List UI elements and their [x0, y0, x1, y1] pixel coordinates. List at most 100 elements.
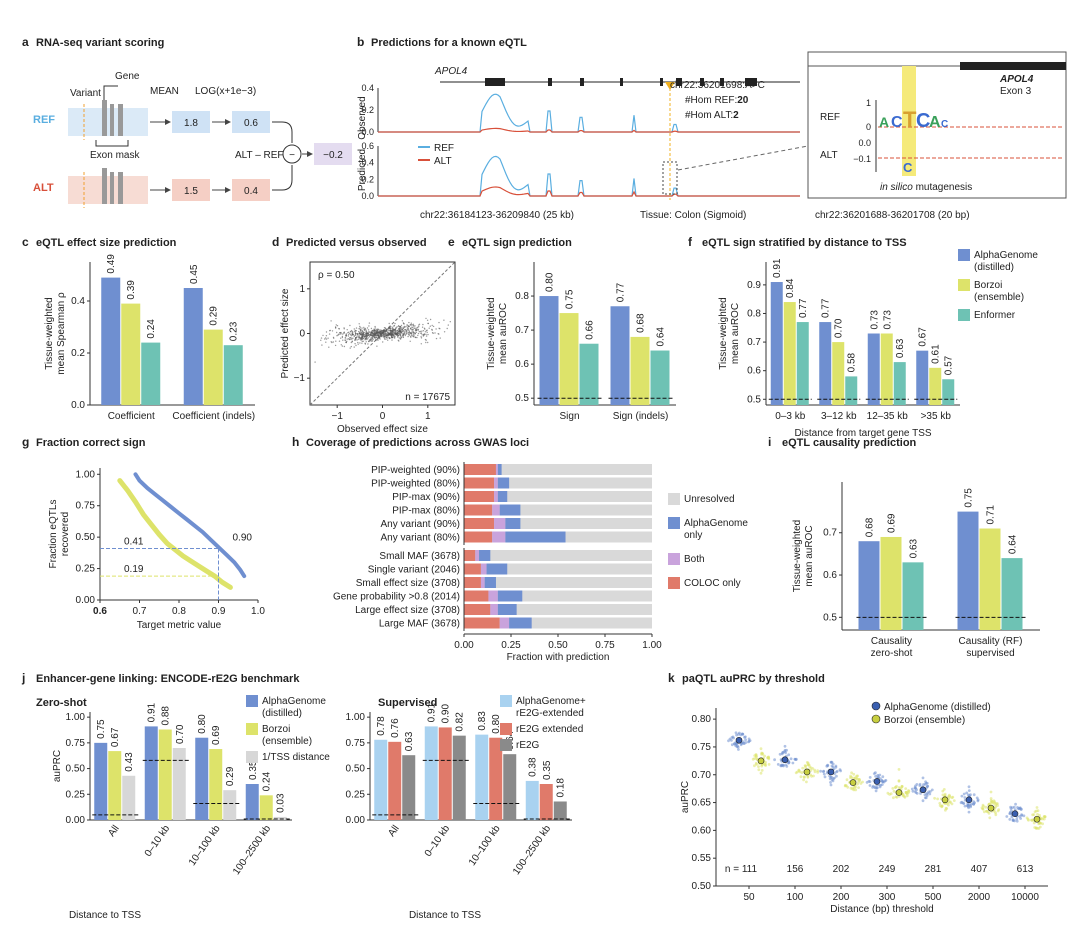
- panel-d-point: [387, 328, 389, 330]
- pj-cat-3: 100–2500 kb: [231, 823, 273, 877]
- panel-k-swarm-2-1: [855, 774, 859, 778]
- panel-d-point: [354, 334, 357, 336]
- panel-k-swarm-2-0: [830, 778, 834, 782]
- panel-d-point: [386, 332, 389, 334]
- panel-d-point: [416, 327, 418, 329]
- panel-h-bar-both-0-3: [492, 504, 500, 516]
- panel-d-point: [368, 340, 370, 343]
- panel-k-swarm-2-1: [857, 786, 860, 789]
- panel-h-bar-both-1-5: [499, 617, 510, 629]
- panel-d-point: [354, 332, 357, 335]
- panel-d-point: [406, 329, 408, 331]
- panel-d-point: [426, 331, 428, 334]
- panel-k-swarm-4-1: [947, 803, 950, 807]
- panel-d-point: [368, 336, 371, 338]
- panel-j-zs-swatch-0: [246, 695, 258, 707]
- panel-k-n-3: 249: [879, 864, 896, 875]
- panel-k-swarm-6-0: [1011, 806, 1014, 809]
- gene-exon-7: [720, 78, 724, 86]
- panel-k-swarm-3-0: [884, 779, 888, 782]
- panel-k-swarm-6-0: [1010, 809, 1013, 813]
- panel-d-point: [336, 335, 338, 337]
- pj-bar-0-0: [374, 739, 388, 820]
- panel-d-point: [417, 328, 419, 331]
- panel-k-swarm-0-0: [741, 732, 745, 736]
- panel-k-swarm-1-1: [813, 768, 816, 772]
- panel-d-point: [410, 336, 412, 338]
- panel-k-swarm-2-1: [856, 782, 859, 786]
- panel-f-title: eQTL sign stratified by distance to TSS: [702, 237, 907, 249]
- panel-k-swarm-1-0: [773, 758, 776, 762]
- pj-bar-label-3-0: 0.38: [528, 757, 539, 777]
- panel-d-point: [408, 334, 410, 336]
- panel-d-point: [381, 331, 383, 333]
- panel-k-swarm-6-1: [1041, 822, 1044, 826]
- panel-d-point: [387, 333, 390, 335]
- panel-j-zs-legend-0-line-1: (distilled): [262, 708, 302, 719]
- panel-k-swarm-6-1: [1036, 813, 1039, 816]
- panel-k-swarm-4-0: [910, 787, 914, 791]
- pj-bar-2-0: [195, 737, 209, 820]
- panel-d-point: [361, 340, 363, 343]
- panel-d-point: [321, 344, 323, 346]
- panel-h-bar-both-1-4: [490, 604, 498, 615]
- pi-bar-label-1-1: 0.71: [986, 505, 997, 525]
- panel-k-swarm-0-0: [734, 731, 738, 735]
- panel-k-swarm-0-1: [767, 763, 771, 766]
- pe-ylabel-1: mean auROC: [498, 303, 509, 364]
- pf-ylabel-0: Tissue-weighted: [718, 297, 729, 369]
- panel-d-point: [411, 335, 413, 337]
- panel-k-xtick-5: 2000: [968, 892, 991, 903]
- panel-d-point: [397, 332, 399, 334]
- panel-k-swarm-1-1: [799, 775, 803, 779]
- panel-k-swarm-0-1: [760, 769, 764, 772]
- panel-d-point: [340, 337, 342, 339]
- panel-k-swarm-4-0: [924, 796, 928, 800]
- panel-k-swarm-6-1: [1035, 806, 1039, 809]
- panel-h-cat-0-5: Any variant (80%): [381, 533, 460, 544]
- panel-k-swarm-3-0: [871, 786, 874, 789]
- pc-bar-label-1-2: 0.23: [229, 321, 240, 341]
- pf-ytick-2: 0.7: [747, 337, 761, 348]
- panel-d-point: [425, 335, 428, 337]
- pe-bar-0-0: [539, 296, 559, 405]
- panel-d-point: [379, 335, 382, 337]
- pe-cat-1: Sign (indels): [613, 411, 669, 422]
- panel-d-point: [359, 329, 362, 331]
- panel-k-swarm-3-1: [891, 787, 895, 790]
- panel-k-swarm-0-1: [761, 752, 765, 756]
- zoom-exon-label: Exon 3: [1000, 86, 1032, 97]
- panel-h-xtick-4: 1.00: [642, 640, 662, 651]
- panel-d-point: [435, 328, 437, 330]
- panel-k-swarm-3-0: [875, 786, 879, 790]
- pj-bar-3-0: [525, 780, 539, 820]
- panel-d-point: [385, 328, 387, 330]
- panel-g-ann-019: 0.19: [124, 564, 144, 575]
- zoom-alt-label: ALT: [820, 150, 838, 161]
- panel-a-ref-label: REF: [33, 114, 55, 126]
- pj-ytick-1: 0.75: [346, 738, 366, 749]
- panel-d-point: [420, 337, 423, 339]
- pj-bar-3-0: [245, 784, 259, 820]
- panel-b-tissue: Tissue: Colon (Sigmoid): [640, 210, 746, 221]
- panel-k-swarm-0-1: [755, 757, 759, 761]
- panel-d-point: [345, 333, 347, 335]
- panel-d-point: [344, 339, 346, 341]
- panel-k-swarm-2-0: [829, 781, 832, 784]
- pf-bar-label-0-1: 0.84: [785, 278, 796, 298]
- panel-d-point: [399, 332, 402, 334]
- panel-k-swarm-3-1: [895, 795, 899, 799]
- panel-d-point: [407, 335, 409, 338]
- legend-alt-text: ALT: [434, 156, 452, 167]
- panel-d-point: [379, 329, 381, 331]
- pc-bar-label-1-1: 0.29: [209, 306, 220, 326]
- panel-d-point: [425, 341, 427, 344]
- zoom-logo: A C T C A C C: [879, 107, 948, 175]
- panel-d-point: [417, 332, 420, 335]
- panel-d-point: [346, 329, 348, 331]
- panel-d-point: [377, 329, 379, 332]
- panel-e: e eQTL sign prediction 0.8 0.7 0.6 0.5 0.80 0…: [448, 235, 676, 422]
- panel-d-point: [426, 329, 428, 331]
- panel-d-point: [325, 341, 327, 343]
- pj-bar-1-1: [438, 727, 452, 820]
